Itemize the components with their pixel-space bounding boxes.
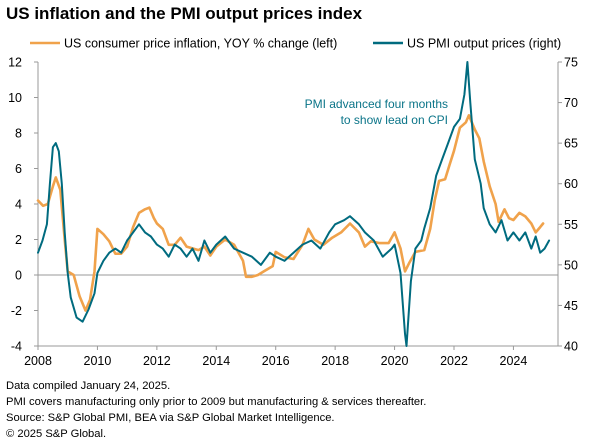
y-right-tick-label: 70 <box>564 96 578 110</box>
x-tick-label: 2010 <box>84 354 112 368</box>
x-tick-label: 2018 <box>321 354 349 368</box>
footnote-source: Source: S&P Global PMI, BEA via S&P Glob… <box>6 412 335 424</box>
series-line-cpi <box>36 114 545 312</box>
y-left-tick-label: -4 <box>11 340 22 354</box>
y-right-tick-label: 55 <box>564 218 578 232</box>
y-right-tick-label: 50 <box>564 258 578 272</box>
footnotes: Data compiled January 24, 2025. PMI cove… <box>6 378 426 442</box>
y-right-tick-label: 45 <box>564 299 578 313</box>
x-tick-label: 2012 <box>143 354 171 368</box>
footnote-data-compiled: Data compiled January 24, 2025. <box>6 380 171 392</box>
y-left-tick-label: 12 <box>8 56 22 70</box>
annotation-group: PMI advanced four months to show lead on … <box>305 97 448 127</box>
annotation-text: PMI advanced four months <box>305 97 448 111</box>
y-left-tick-label: 0 <box>15 269 22 283</box>
series-line-pmi <box>37 61 551 347</box>
y-right-tick-label: 40 <box>564 340 578 354</box>
y-left-tick-label: 10 <box>8 91 22 105</box>
x-tick-label: 2022 <box>440 354 468 368</box>
y-left-tick-label: 4 <box>15 198 22 212</box>
y-right-tick-label: 75 <box>564 56 578 70</box>
series-group <box>36 61 551 347</box>
x-tick-label: 2016 <box>262 354 290 368</box>
x-tick-label: 2014 <box>202 354 230 368</box>
legend: US consumer price inflation, YOY % chang… <box>30 37 561 51</box>
legend-label: US PMI output prices (right) <box>407 37 561 51</box>
legend-label: US consumer price inflation, YOY % chang… <box>64 37 337 51</box>
chart-title: US inflation and the PMI output prices i… <box>6 4 363 23</box>
axes: -4 -2 0 2 4 6 8 10 12 40 45 50 55 60 65 70 75 2008 2010 201… <box>8 56 578 369</box>
y-left-tick-label: 8 <box>15 127 22 141</box>
annotation-text: to show lead on CPI <box>341 113 448 127</box>
x-tick-label: 2008 <box>24 354 52 368</box>
footnote-pmi-coverage: PMI covers manufacturing only prior to 2… <box>6 396 427 408</box>
x-tick-label: 2020 <box>381 354 409 368</box>
y-left-tick-label: 6 <box>15 162 22 176</box>
y-left-tick-label: 2 <box>15 233 22 247</box>
y-left-tick-label: -2 <box>11 304 22 318</box>
footnote-copyright: © 2025 S&P Global. <box>6 428 107 440</box>
y-right-tick-label: 60 <box>564 177 578 191</box>
y-right-tick-label: 65 <box>564 137 578 151</box>
x-tick-label: 2024 <box>500 354 528 368</box>
